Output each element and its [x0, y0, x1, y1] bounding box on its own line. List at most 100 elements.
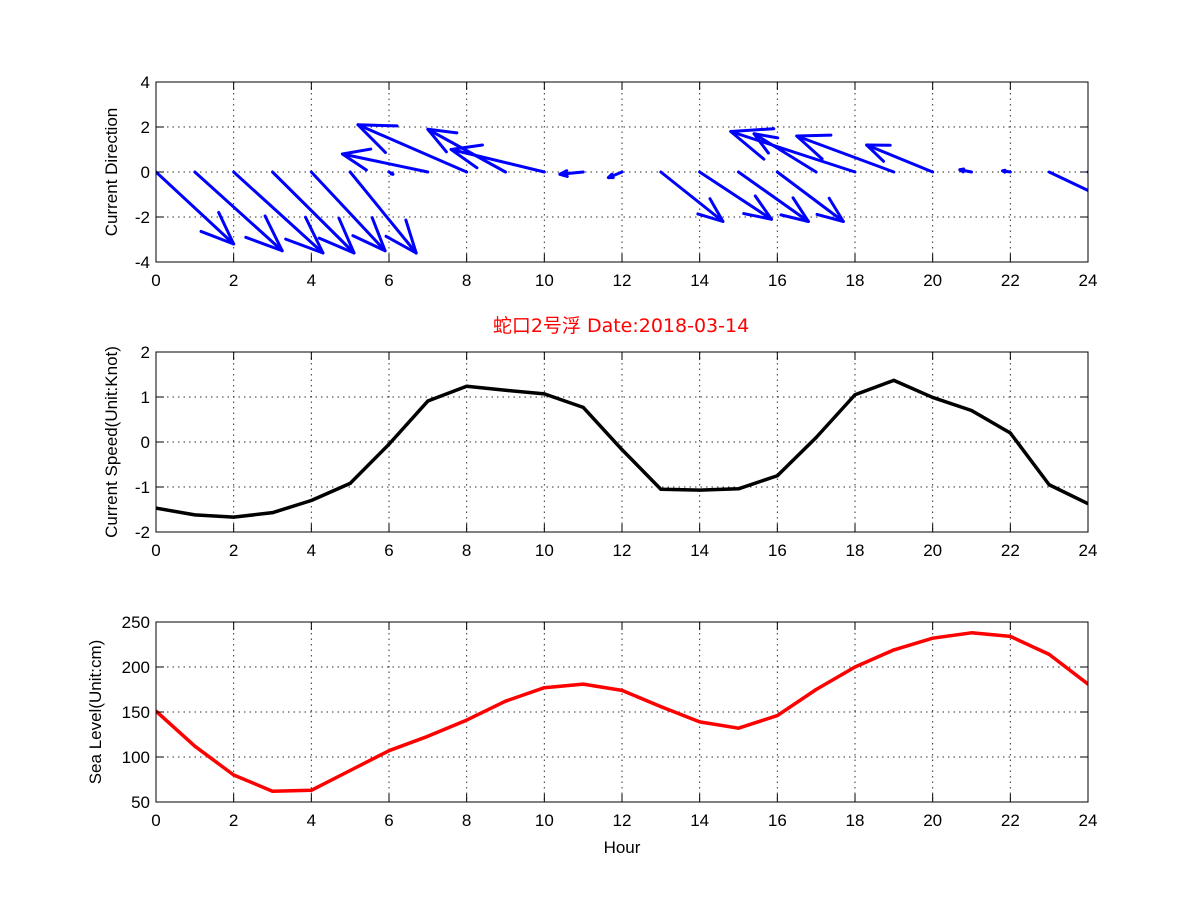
direction-arrow-head — [449, 143, 484, 170]
speed-x-tick-label: 8 — [462, 541, 471, 560]
direction-x-tick-label: 24 — [1079, 271, 1098, 290]
direction-arrow-head — [317, 216, 356, 255]
speed-plot-area — [156, 378, 1088, 519]
sea-level-y-tick-label: 200 — [122, 658, 150, 677]
speed-y-tick-label: -1 — [135, 478, 150, 497]
sea-level-x-tick-label: 8 — [462, 811, 471, 830]
direction-x-tick-label: 16 — [768, 271, 787, 290]
speed-data-point — [581, 405, 585, 409]
direction-arrow-head — [558, 169, 569, 178]
sea-level-y-tick-label: 50 — [131, 793, 150, 812]
sea-level-x-tick-label: 18 — [846, 811, 865, 830]
direction-arrow-head — [779, 196, 810, 223]
direction-arrow-head — [742, 194, 774, 221]
sea-level-data-point — [232, 773, 236, 777]
sea-level-x-tick-label: 16 — [768, 811, 787, 830]
direction-arrow-shaft — [232, 170, 325, 255]
sea-level-grid — [156, 622, 1088, 802]
direction-arrow — [156, 170, 236, 246]
sea-level-x-tick-label: 4 — [307, 811, 316, 830]
sea-level-data-point — [892, 648, 896, 652]
direction-arrow-shaft — [1086, 170, 1088, 174]
sea-level-data-point — [193, 744, 197, 748]
direction-arrow-head — [795, 133, 833, 161]
direction-arrow — [737, 170, 810, 223]
speed-data-point — [348, 481, 352, 485]
direction-arrow-head — [606, 172, 615, 180]
sea-level-y-tick-label: 150 — [122, 703, 150, 722]
speed-data-point — [775, 474, 779, 478]
speed-data-point — [931, 395, 935, 400]
speed-x-tick-label: 10 — [535, 541, 554, 560]
direction-arrow — [348, 170, 418, 255]
direction-arrow-shaft — [156, 170, 236, 246]
direction-arrow-head — [1128, 183, 1150, 199]
speed-data-point — [270, 511, 275, 515]
sea-level-data-point — [736, 726, 741, 730]
sea-level-data-point — [931, 636, 935, 640]
direction-arrow — [865, 143, 935, 174]
sea-level-data-point — [853, 665, 857, 669]
speed-data-point — [892, 378, 896, 382]
direction-arrow-head — [958, 167, 966, 174]
direction-arrow-head — [1001, 168, 1007, 174]
sea-level-data-point — [969, 631, 974, 635]
direction-arrow — [775, 170, 845, 223]
figure-title: 蛇口2号浮 Date:2018-03-14 — [493, 315, 749, 337]
speed-x-tick-label: 14 — [690, 541, 709, 560]
direction-arrow — [193, 170, 284, 253]
speed-y-tick-label: 2 — [141, 343, 150, 362]
speed-data-point — [736, 487, 741, 491]
speed-x-tick-label: 12 — [613, 541, 632, 560]
direction-arrow-shaft — [752, 132, 818, 174]
direction-arrow-head — [284, 215, 325, 255]
direction-x-tick-label: 4 — [307, 271, 316, 290]
speed-x-tick-label: 22 — [1001, 541, 1020, 560]
direction-y-tick-label: -4 — [135, 253, 150, 272]
speed-x-tick-label: 0 — [151, 541, 160, 560]
direction-arrow — [795, 133, 896, 174]
direction-y-tick-label: 2 — [141, 118, 150, 137]
direction-arrow-shaft — [193, 170, 284, 253]
sea-level-data-point — [659, 705, 663, 709]
sea-level-data-point — [775, 714, 779, 718]
direction-arrow-shaft — [309, 170, 387, 253]
speed-data-point — [698, 488, 702, 492]
sea-level-x-tick-label: 0 — [151, 811, 160, 830]
direction-arrow — [606, 170, 624, 180]
direction-arrow-head — [752, 132, 780, 155]
speed-data-point — [426, 399, 430, 403]
speed-data-point — [232, 515, 236, 519]
direction-x-tick-label: 18 — [846, 271, 865, 290]
direction-arrow-shaft — [271, 170, 356, 255]
sea-level-plot-area — [156, 631, 1088, 793]
sea-level-x-axis-label: Hour — [604, 838, 641, 857]
speed-y-axis-label: Current Speed(Unit:Knot) — [102, 346, 121, 538]
direction-arrow — [387, 170, 395, 176]
direction-arrow — [698, 170, 774, 221]
speed-data-point — [1047, 483, 1051, 487]
speed-data-point — [814, 435, 818, 440]
speed-ticks — [155, 351, 1089, 533]
sea-level-data-point — [503, 699, 508, 703]
direction-x-tick-label: 22 — [1001, 271, 1020, 290]
speed-x-tick-label: 4 — [307, 541, 316, 560]
speed-x-tick-label: 6 — [384, 541, 393, 560]
direction-arrow — [729, 127, 857, 174]
direction-arrow-head — [389, 171, 395, 176]
speed-y-tick-label: 1 — [141, 388, 150, 407]
direction-y-tick-label: -2 — [135, 208, 150, 227]
direction-arrow-head — [865, 143, 892, 163]
direction-arrow — [449, 143, 546, 174]
direction-arrow-shaft — [865, 143, 935, 174]
direction-x-tick-label: 10 — [535, 271, 554, 290]
speed-data-point — [969, 408, 974, 413]
sea-level-y-tick-label: 100 — [122, 748, 150, 767]
direction-arrow-head — [384, 218, 418, 255]
direction-arrow-head — [426, 127, 459, 154]
direction-arrow-shaft — [729, 130, 857, 174]
direction-x-tick-label: 2 — [229, 271, 238, 290]
sea-level-y-axis-label: Sea Level(Unit:cm) — [86, 640, 105, 785]
